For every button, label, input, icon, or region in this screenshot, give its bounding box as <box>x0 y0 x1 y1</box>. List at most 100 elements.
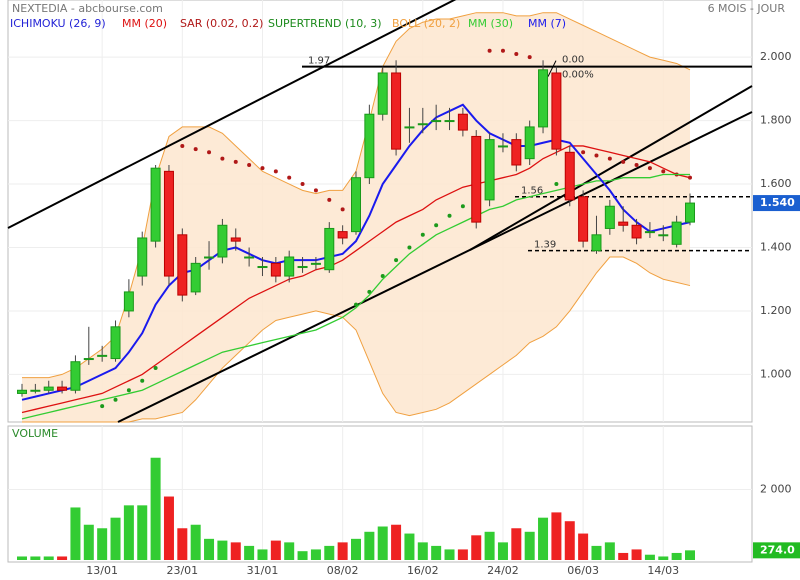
legend-entry: SAR (0.02, 0.2) <box>180 17 263 30</box>
candle-body <box>337 231 348 239</box>
volume-bar <box>551 512 562 560</box>
sar-dot <box>460 204 465 209</box>
volume-bar <box>244 545 255 560</box>
period: 6 MOIS - JOUR <box>708 2 786 15</box>
sar-dot <box>100 404 105 409</box>
candle-body <box>70 361 81 391</box>
annotation-line <box>547 60 557 77</box>
sar-dot <box>260 166 265 171</box>
volume-bar <box>618 552 629 560</box>
candle-body <box>217 224 228 258</box>
candle-body <box>497 145 508 148</box>
sar-dot <box>247 162 252 167</box>
price-tag-label: 1.540 <box>760 196 795 209</box>
candle-body <box>17 389 27 394</box>
level-label: 1.56 <box>521 186 543 197</box>
sar-dot <box>180 143 185 148</box>
sar-dot <box>434 223 439 228</box>
volume-bar <box>230 542 241 560</box>
level-label: 1.39 <box>534 240 556 251</box>
candle-body <box>204 256 215 259</box>
volume-bar <box>324 545 335 560</box>
y-tick-label: 1.800 <box>760 114 792 127</box>
volume-bar <box>671 552 682 560</box>
sar-dot <box>554 182 559 187</box>
sar-dot <box>420 232 425 237</box>
sar-dot <box>407 245 412 250</box>
volume-bar <box>43 556 54 560</box>
candle-body <box>471 135 482 223</box>
candle-body <box>83 358 94 361</box>
candle-body <box>591 234 602 252</box>
volume-bar <box>591 545 602 560</box>
volume-bar <box>123 505 134 560</box>
candle-body <box>538 69 549 128</box>
sar-dot <box>447 213 452 218</box>
sar-dot <box>661 169 666 174</box>
candle-body <box>658 234 669 237</box>
candle-body <box>444 120 455 123</box>
volume-bar <box>284 542 295 560</box>
volume-bar <box>110 517 121 560</box>
volume-bar <box>391 524 402 560</box>
volume-bar <box>70 507 81 560</box>
volume-bar <box>431 545 442 560</box>
candle-body <box>244 256 255 259</box>
sar-dot <box>327 197 332 202</box>
moving-average <box>21 103 691 401</box>
volume-bar <box>97 528 108 560</box>
legend-entry: SUPERTREND (10, 3) <box>268 17 382 30</box>
volume-bar <box>257 549 268 560</box>
volume-bar <box>484 531 495 560</box>
y-tick-label: 1.000 <box>760 367 792 380</box>
volume-bar <box>57 556 68 560</box>
annotation: 0.00% <box>562 70 594 81</box>
sar-dot <box>500 48 505 53</box>
sar-dot <box>594 153 599 158</box>
candle-body <box>604 205 615 229</box>
y-tick-label: 1.200 <box>760 304 792 317</box>
candle-body <box>30 389 41 392</box>
volume-bar <box>364 531 375 560</box>
sar-dot <box>233 159 238 164</box>
candle-body <box>123 291 134 312</box>
y2-tick-label: 2 000 <box>760 482 792 495</box>
x-tick-label: 31/01 <box>247 564 279 577</box>
volume-bar <box>217 540 228 560</box>
sar-dot <box>313 188 318 193</box>
candle-body <box>685 202 695 223</box>
volume-bar <box>190 524 201 560</box>
sar-dot <box>140 378 145 383</box>
x-tick-label: 23/01 <box>166 564 198 577</box>
price-tag <box>753 195 800 212</box>
volume-bar <box>524 531 535 560</box>
volume-bar <box>604 542 615 560</box>
volume-bar <box>631 549 642 560</box>
sar-dot <box>220 156 225 161</box>
candle-body <box>644 231 655 234</box>
y-tick-label: 1.600 <box>760 177 792 190</box>
candle-body <box>110 326 121 360</box>
volume-bar <box>83 524 94 560</box>
candle-body <box>404 126 415 129</box>
bollinger-upper <box>22 12 691 379</box>
sar-dot <box>581 150 586 155</box>
volume-bar <box>444 549 455 560</box>
candle-body <box>270 262 281 277</box>
volume-bar <box>150 457 161 560</box>
candle-body <box>417 123 428 126</box>
sar-dot <box>300 182 305 187</box>
sar-dot <box>287 175 292 180</box>
level-label: 1.97 <box>308 56 330 67</box>
sar-dot <box>354 302 358 307</box>
volume-bar <box>578 533 589 560</box>
candle-body <box>484 139 495 201</box>
sar-dot <box>126 388 131 393</box>
chart-title: NEXTEDIA - abcbourse.com <box>12 2 163 15</box>
candle-body <box>177 234 188 296</box>
volume-tag-label: 274.0 <box>760 543 795 556</box>
y-tick-label: 2.000 <box>760 50 792 63</box>
candle-body <box>351 177 361 233</box>
volume-bar <box>538 517 549 560</box>
sar-dot <box>207 150 212 155</box>
